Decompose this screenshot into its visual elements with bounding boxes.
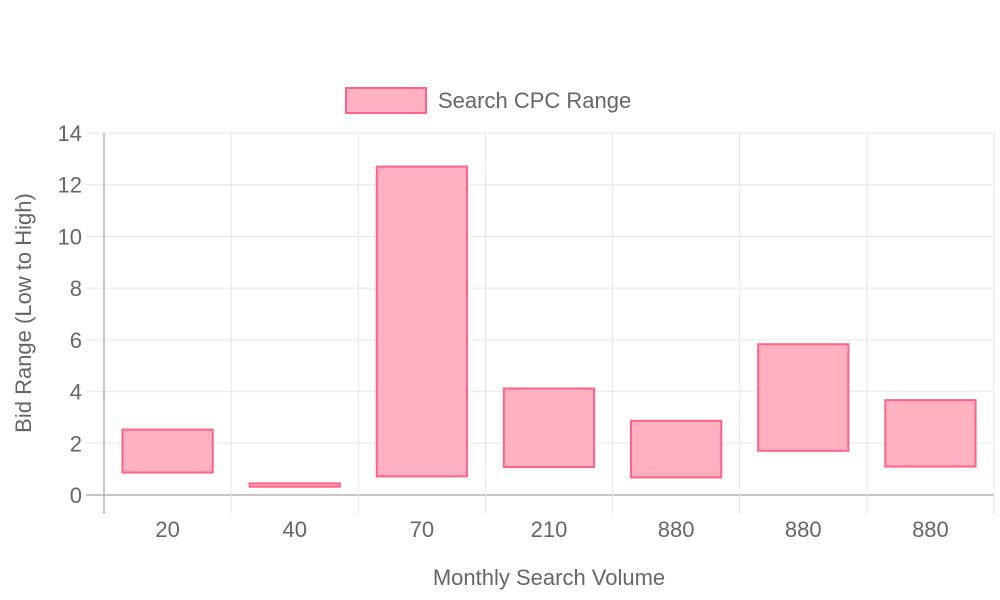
bar[interactable]: [248, 482, 341, 488]
grid-layer: [86, 132, 995, 514]
y-tick-label: 2: [70, 431, 82, 456]
bars-layer: [121, 165, 977, 488]
legend-label[interactable]: Search CPC Range: [438, 88, 631, 113]
y-tick-label: 6: [70, 328, 82, 353]
bar[interactable]: [757, 343, 850, 452]
x-axis-title: Monthly Search Volume: [433, 565, 665, 590]
labels-layer: 0 2 4 6 8 10 12 14 20 40 70 210 880 880 880: [58, 121, 949, 542]
bar[interactable]: [375, 165, 468, 478]
y-tick-label: 4: [70, 380, 82, 405]
bar[interactable]: [502, 387, 596, 469]
x-tick-label: 40: [282, 517, 306, 542]
bar[interactable]: [884, 399, 977, 468]
y-tick-label: 14: [58, 121, 82, 146]
bar[interactable]: [630, 419, 723, 479]
y-tick-label: 12: [58, 173, 82, 198]
x-tick-label: 880: [785, 517, 822, 542]
y-axis-title: Bid Range (Low to High): [11, 193, 36, 433]
y-tick-label: 8: [70, 276, 82, 301]
x-tick-label: 210: [531, 517, 568, 542]
x-tick-label: 880: [912, 517, 949, 542]
legend-swatch[interactable]: [345, 87, 427, 114]
x-tick-label: 70: [410, 517, 434, 542]
legend[interactable]: Search CPC Range: [345, 87, 631, 114]
x-tick-label: 20: [155, 517, 179, 542]
bar[interactable]: [121, 428, 214, 474]
y-tick-label: 10: [58, 224, 82, 249]
y-tick-label: 0: [70, 483, 82, 508]
x-tick-label: 880: [658, 517, 695, 542]
